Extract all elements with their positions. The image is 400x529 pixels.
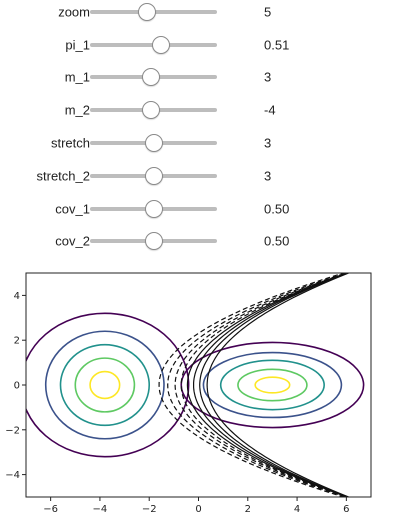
y-tick: 4 bbox=[14, 291, 26, 302]
decision-boundary bbox=[158, 273, 351, 497]
slider-value: 5 bbox=[264, 4, 272, 20]
y-tick: 0 bbox=[14, 381, 26, 392]
contour-line-2-1 bbox=[254, 376, 291, 394]
x-tick: 0 bbox=[195, 497, 202, 515]
slider-label: m_2 bbox=[64, 102, 90, 118]
slider-track[interactable] bbox=[90, 167, 217, 185]
slider-label: stretch bbox=[50, 135, 90, 151]
slider-stretch: stretch 3 bbox=[0, 128, 400, 158]
x-tick-label: 4 bbox=[294, 504, 300, 515]
contour-line-2-2 bbox=[237, 368, 308, 402]
contour-line-1-2 bbox=[74, 357, 136, 413]
slider-track[interactable] bbox=[90, 68, 217, 86]
x-tick: −2 bbox=[142, 497, 157, 515]
slider-track[interactable] bbox=[90, 200, 217, 218]
slider-thumb[interactable] bbox=[141, 68, 160, 86]
axes-frame bbox=[25, 272, 372, 498]
x-tick-label: −6 bbox=[43, 504, 58, 515]
slider-label: cov_1 bbox=[55, 201, 90, 217]
y-tick-label: −4 bbox=[5, 470, 20, 481]
contour-layer bbox=[26, 312, 365, 458]
slider-value: 3 bbox=[264, 135, 272, 151]
slider-zoom: zoom 5 bbox=[0, 0, 400, 27]
x-tick: 4 bbox=[294, 497, 300, 515]
x-tick-label: −2 bbox=[142, 504, 157, 515]
slider-thumb[interactable] bbox=[144, 134, 163, 152]
slider-thumb[interactable] bbox=[138, 3, 157, 21]
slider-value: 0.50 bbox=[264, 201, 290, 217]
slider-label: pi_1 bbox=[65, 37, 90, 53]
slider-cov_2: cov_2 0.50 bbox=[0, 226, 400, 256]
slider-track[interactable] bbox=[90, 36, 217, 54]
boundary-line-5 bbox=[186, 273, 350, 497]
x-tick-label: 0 bbox=[195, 504, 201, 515]
slider-track[interactable] bbox=[90, 101, 217, 119]
slider-m_2: m_2 -4 bbox=[0, 95, 400, 125]
slider-track[interactable] bbox=[90, 232, 217, 250]
slider-thumb[interactable] bbox=[144, 200, 163, 218]
y-tick-label: −2 bbox=[5, 425, 20, 436]
slider-track[interactable] bbox=[90, 3, 217, 21]
slider-thumb[interactable] bbox=[152, 36, 171, 54]
y-tick: 2 bbox=[14, 336, 26, 347]
contour-line-2-4 bbox=[202, 351, 343, 419]
contour-line-2-3 bbox=[219, 359, 325, 411]
y-tick: −4 bbox=[5, 470, 26, 481]
slider-track[interactable] bbox=[90, 134, 217, 152]
boundary-line-7 bbox=[199, 273, 350, 497]
slider-stretch_2: stretch_2 3 bbox=[0, 161, 400, 191]
contour-line-1-3 bbox=[59, 343, 151, 427]
contour-line-2-5 bbox=[180, 341, 365, 429]
slider-m_1: m_1 3 bbox=[0, 62, 400, 92]
x-tick: −4 bbox=[93, 497, 108, 515]
slider-pi_1: pi_1 0.51 bbox=[0, 30, 400, 60]
slider-value: 3 bbox=[264, 168, 272, 184]
slider-label: zoom bbox=[58, 4, 90, 20]
boundary-line-8 bbox=[206, 273, 351, 497]
contour-plot: −6 −4 −2 0 2 4 6 4 2 0 −2 −4 bbox=[5, 272, 372, 515]
slider-label: stretch_2 bbox=[36, 168, 90, 184]
slider-value: -4 bbox=[264, 102, 276, 118]
x-tick: −6 bbox=[43, 497, 58, 515]
boundary-line-6 bbox=[193, 273, 350, 497]
x-tick-label: 2 bbox=[245, 504, 251, 515]
y-tick: −2 bbox=[5, 425, 26, 436]
y-axis: 4 2 0 −2 −4 bbox=[5, 291, 26, 481]
x-tick: 6 bbox=[343, 497, 350, 515]
contour-line-1-1 bbox=[89, 370, 121, 400]
x-tick-label: 6 bbox=[343, 504, 349, 515]
boundary-line-2 bbox=[167, 273, 349, 497]
slider-thumb[interactable] bbox=[144, 232, 163, 250]
contour-line-1-4 bbox=[44, 330, 165, 440]
slider-value: 0.51 bbox=[264, 37, 290, 53]
x-tick-label: −4 bbox=[93, 504, 108, 515]
slider-value: 3 bbox=[264, 69, 272, 85]
boundary-line-1 bbox=[158, 273, 347, 497]
x-tick: 2 bbox=[245, 497, 251, 515]
y-tick-label: 2 bbox=[14, 336, 20, 347]
y-tick-label: 0 bbox=[14, 381, 20, 392]
slider-label: m_1 bbox=[64, 69, 90, 85]
slider-thumb[interactable] bbox=[144, 167, 163, 185]
contour-line-1-5 bbox=[26, 312, 190, 458]
boundary-line-3 bbox=[174, 273, 350, 497]
slider-value: 0.50 bbox=[264, 233, 290, 249]
x-axis: −6 −4 −2 0 2 4 6 bbox=[43, 497, 350, 515]
slider-thumb[interactable] bbox=[141, 101, 160, 119]
slider-label: cov_2 bbox=[55, 233, 90, 249]
y-tick-label: 4 bbox=[14, 291, 20, 302]
slider-cov_1: cov_1 0.50 bbox=[0, 194, 400, 224]
